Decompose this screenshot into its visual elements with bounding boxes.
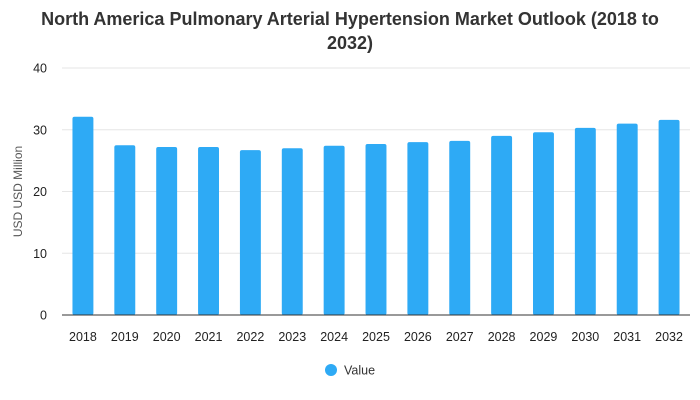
x-axis-ticks: 2018 2019 2020 2021 2022 2023 2024 2025 2026 2027… — [69, 330, 683, 344]
bar-2030[interactable] — [574, 127, 596, 316]
x-tick-label-2019: 2019 — [111, 330, 139, 344]
bar-2026[interactable] — [407, 142, 429, 315]
y-axis-ticks: 0 10 20 30 40 — [33, 62, 47, 323]
legend-label-value: Value — [344, 364, 375, 378]
x-tick-label-2022: 2022 — [236, 330, 264, 344]
bar-2029[interactable] — [533, 132, 554, 315]
bar-2028[interactable] — [491, 135, 513, 315]
y-tick-label-40: 40 — [33, 62, 47, 76]
x-tick-label-2023: 2023 — [278, 330, 306, 344]
x-tick-label-2018: 2018 — [69, 330, 97, 344]
x-tick-label-2024: 2024 — [320, 330, 348, 344]
bar-2023[interactable] — [281, 148, 303, 315]
legend-swatch-value — [325, 364, 337, 376]
bar-2018[interactable] — [72, 116, 94, 315]
y-axis-title: USD USD Million — [11, 146, 25, 237]
y-tick-label-30: 30 — [33, 123, 47, 137]
bar-2019[interactable] — [114, 145, 136, 315]
legend[interactable]: Value — [325, 364, 375, 378]
x-tick-label-2029: 2029 — [530, 330, 558, 344]
bars — [72, 116, 680, 316]
x-tick-label-2025: 2025 — [362, 330, 390, 344]
bar-2021[interactable] — [198, 147, 219, 315]
x-tick-label-2020: 2020 — [153, 330, 181, 344]
bar-2031[interactable] — [616, 123, 638, 315]
bar-2032[interactable] — [658, 119, 680, 316]
bar-2022[interactable] — [239, 150, 261, 315]
bar-2024[interactable] — [323, 145, 345, 315]
bar-2027[interactable] — [449, 140, 471, 315]
x-tick-label-2032: 2032 — [655, 330, 683, 344]
x-tick-label-2021: 2021 — [195, 330, 223, 344]
x-tick-label-2031: 2031 — [613, 330, 641, 344]
bar-2025[interactable] — [365, 143, 387, 315]
x-tick-label-2028: 2028 — [488, 330, 516, 344]
y-tick-label-0: 0 — [40, 309, 47, 323]
y-tick-label-10: 10 — [33, 247, 47, 261]
x-tick-label-2030: 2030 — [571, 330, 599, 344]
x-tick-label-2027: 2027 — [446, 330, 474, 344]
chart-title: North America Pulmonary Arterial Hyperte… — [41, 9, 659, 53]
y-tick-label-20: 20 — [33, 185, 47, 199]
x-tick-label-2026: 2026 — [404, 330, 432, 344]
bar-2020[interactable] — [156, 147, 178, 315]
